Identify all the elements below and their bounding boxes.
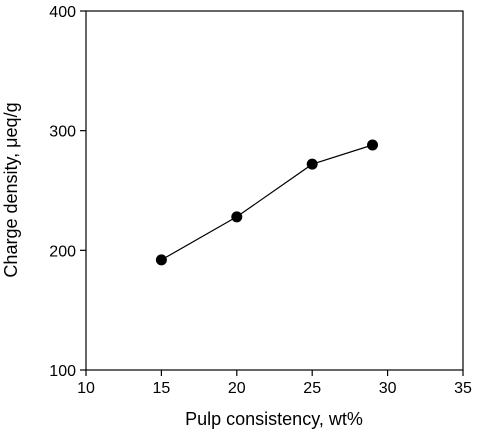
y-axis-ticks: 100 200 300 400 (49, 4, 86, 380)
x-tick-label: 30 (379, 380, 397, 397)
data-point (367, 139, 379, 151)
x-axis-ticks: 10 15 20 25 30 35 (77, 370, 472, 397)
series-layer (155, 139, 379, 266)
y-tick-label: 400 (49, 4, 76, 21)
series-line (161, 144, 373, 261)
x-tick-label: 35 (454, 380, 472, 397)
y-tick-label: 300 (49, 124, 76, 141)
data-point (231, 211, 243, 223)
y-tick-label: 200 (49, 243, 76, 260)
plot-frame (85, 10, 464, 371)
data-point (155, 254, 167, 266)
x-tick-label: 10 (77, 380, 95, 397)
x-tick-label: 25 (303, 380, 321, 397)
x-axis-label: Pulp consistency, wt% (185, 409, 363, 429)
y-tick-label: 100 (49, 363, 76, 380)
x-tick-label: 20 (228, 380, 246, 397)
x-tick-label: 15 (153, 380, 171, 397)
data-point (306, 158, 318, 170)
y-axis-label: Charge density, μeq/g (1, 102, 21, 277)
